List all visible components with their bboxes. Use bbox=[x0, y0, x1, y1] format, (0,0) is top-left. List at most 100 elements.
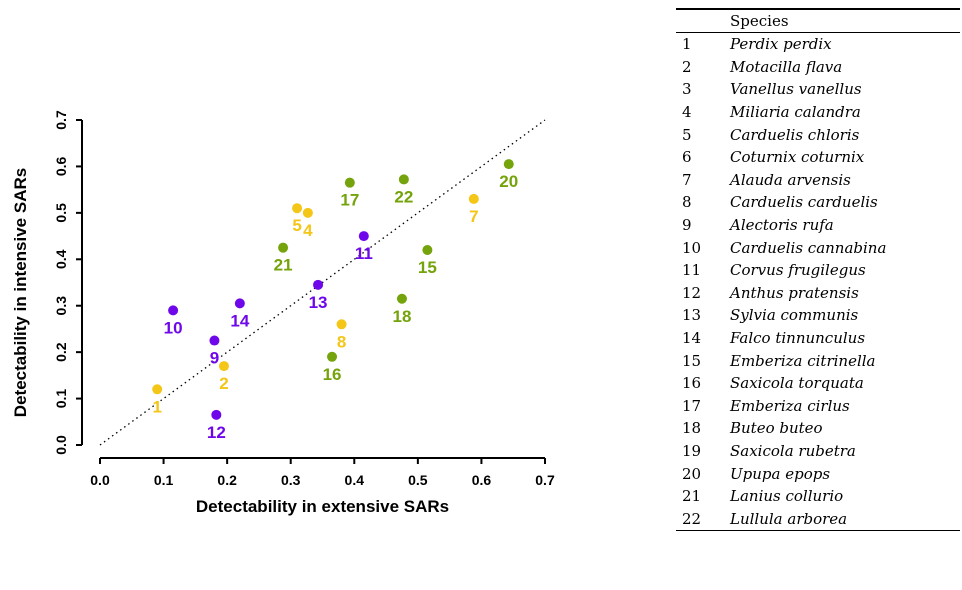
x-tick-label: 0.3 bbox=[281, 472, 301, 488]
species-table-row: 20 Upupa epops bbox=[676, 462, 960, 485]
x-tick-label: 0.1 bbox=[154, 472, 174, 488]
species-number: 8 bbox=[682, 193, 692, 212]
x-tick-label: 0.6 bbox=[472, 472, 492, 488]
data-point bbox=[468, 193, 479, 204]
species-number: 9 bbox=[682, 216, 692, 235]
y-tick-label: 0.6 bbox=[53, 156, 69, 176]
species-number: 18 bbox=[682, 419, 702, 438]
y-tick-label: 0.1 bbox=[53, 389, 69, 409]
species-number: 13 bbox=[682, 306, 702, 325]
species-table-row: 8 Carduelis carduelis bbox=[676, 191, 960, 214]
species-name: Alauda arvensis bbox=[730, 170, 851, 189]
species-name: Emberiza cirlus bbox=[730, 396, 850, 415]
reference-line-group bbox=[99, 119, 546, 446]
species-number: 4 bbox=[682, 103, 692, 122]
x-tick-label: 0.5 bbox=[408, 472, 428, 488]
data-point bbox=[313, 279, 324, 290]
y-tick-label: 0.0 bbox=[53, 435, 69, 455]
species-number: 11 bbox=[682, 261, 702, 280]
species-name: Motacilla flava bbox=[730, 57, 843, 76]
species-table-row: 12 Anthus pratensis bbox=[676, 282, 960, 305]
species-number: 19 bbox=[682, 441, 702, 460]
species-name: Miliaria calandra bbox=[730, 103, 861, 122]
data-point-label: 14 bbox=[230, 311, 249, 330]
species-number: 7 bbox=[682, 170, 692, 189]
species-table-header-species: Species bbox=[730, 9, 960, 33]
species-table-row: 6 Coturnix coturnix bbox=[676, 146, 960, 169]
data-point bbox=[327, 351, 338, 362]
species-table-row: 2 Motacilla flava bbox=[676, 56, 960, 79]
species-number: 22 bbox=[676, 507, 730, 532]
species-table: Species 1 Perdix perdix 2 Motacilla flava 3 V… bbox=[676, 8, 960, 532]
species-name: Perdix perdix bbox=[730, 35, 832, 54]
y-tick-label: 0.3 bbox=[53, 296, 69, 316]
species-number: 12 bbox=[682, 283, 702, 302]
x-tick-label: 0.0 bbox=[90, 472, 110, 488]
species-name: Carduelis cannabina bbox=[730, 238, 887, 257]
species-name: Lanius collurio bbox=[730, 487, 844, 506]
species-table-header-num bbox=[676, 9, 730, 33]
species-number: 10 bbox=[682, 238, 702, 257]
species-table-body: 1 Perdix perdix 2 Motacilla flava 3 Vanellus … bbox=[676, 33, 960, 532]
species-name: Upupa epops bbox=[730, 464, 831, 483]
data-point bbox=[218, 361, 229, 372]
species-name: Sylvia communis bbox=[730, 306, 859, 325]
species-number: 3 bbox=[682, 80, 692, 99]
species-table-row: 19 Saxicola rubetra bbox=[676, 440, 960, 463]
x-tick-label: 0.4 bbox=[345, 472, 365, 488]
data-point-label: 20 bbox=[499, 172, 518, 191]
species-number: 1 bbox=[682, 35, 692, 54]
species-number: 5 bbox=[682, 125, 692, 144]
scatter-chart: 0.0 0.1 0.2 0.3 0.4 0.5 0.6 0.7 0.0 0.1 0.2 0.3 0.4 0… bbox=[11, 110, 555, 516]
species-name: Carduelis chloris bbox=[730, 125, 860, 144]
species-table-row: 18 Buteo buteo bbox=[676, 417, 960, 440]
species-name: Falco tinnunculus bbox=[730, 329, 866, 348]
species-name: Anthus pratensis bbox=[730, 283, 859, 302]
data-point bbox=[234, 298, 245, 309]
species-name: Lullula arborea bbox=[730, 507, 960, 532]
species-name: Saxicola rubetra bbox=[730, 441, 856, 460]
data-point-label: 4 bbox=[303, 221, 313, 240]
data-point-label: 22 bbox=[394, 187, 413, 206]
species-number: 17 bbox=[682, 396, 702, 415]
data-point-label: 2 bbox=[219, 374, 228, 393]
data-point-label: 21 bbox=[274, 256, 293, 275]
species-table-row: 13 Sylvia communis bbox=[676, 304, 960, 327]
species-table-row: 3 Vanellus vanellus bbox=[676, 78, 960, 101]
species-table-row: 5 Carduelis chloris bbox=[676, 123, 960, 146]
species-table-row: 15 Emberiza citrinella bbox=[676, 349, 960, 372]
data-point-label: 12 bbox=[207, 423, 226, 442]
data-point-label: 10 bbox=[164, 318, 183, 337]
chart-axes: 0.0 0.1 0.2 0.3 0.4 0.5 0.6 0.7 0.0 0.1 0.2 0.3 0.4 0… bbox=[53, 110, 555, 488]
species-name: Coturnix coturnix bbox=[730, 148, 865, 167]
identity-line bbox=[99, 119, 546, 446]
data-point-label: 17 bbox=[340, 191, 359, 210]
species-name: Alectoris rufa bbox=[730, 216, 834, 235]
data-point-label: 11 bbox=[355, 244, 373, 263]
species-name: Carduelis carduelis bbox=[730, 193, 878, 212]
species-table-row: 21 Lanius collurio bbox=[676, 485, 960, 508]
species-name: Buteo buteo bbox=[730, 419, 823, 438]
data-point bbox=[344, 177, 355, 188]
y-tick-label: 0.5 bbox=[53, 203, 69, 223]
data-point bbox=[398, 174, 409, 185]
species-number: 2 bbox=[682, 57, 692, 76]
y-axis-title: Detectability in intensive SARs bbox=[11, 168, 30, 417]
data-point-label: 9 bbox=[210, 349, 219, 368]
data-point bbox=[211, 409, 222, 420]
species-name: Emberiza citrinella bbox=[730, 351, 876, 370]
data-point-label: 15 bbox=[418, 258, 437, 277]
x-tick-label: 0.7 bbox=[535, 472, 555, 488]
data-point bbox=[358, 231, 369, 242]
species-number: 20 bbox=[682, 464, 702, 483]
species-number: 14 bbox=[682, 329, 702, 348]
data-point bbox=[278, 242, 289, 253]
data-point-label: 8 bbox=[337, 332, 346, 351]
data-point bbox=[168, 305, 179, 316]
data-point-label: 5 bbox=[292, 216, 301, 235]
data-point bbox=[396, 293, 407, 304]
data-point bbox=[152, 384, 163, 395]
chart-svg: 0.0 0.1 0.2 0.3 0.4 0.5 0.6 0.7 0.0 0.1 0.2 0.3 0.4 0… bbox=[11, 110, 555, 516]
data-point-label: 13 bbox=[309, 293, 328, 312]
